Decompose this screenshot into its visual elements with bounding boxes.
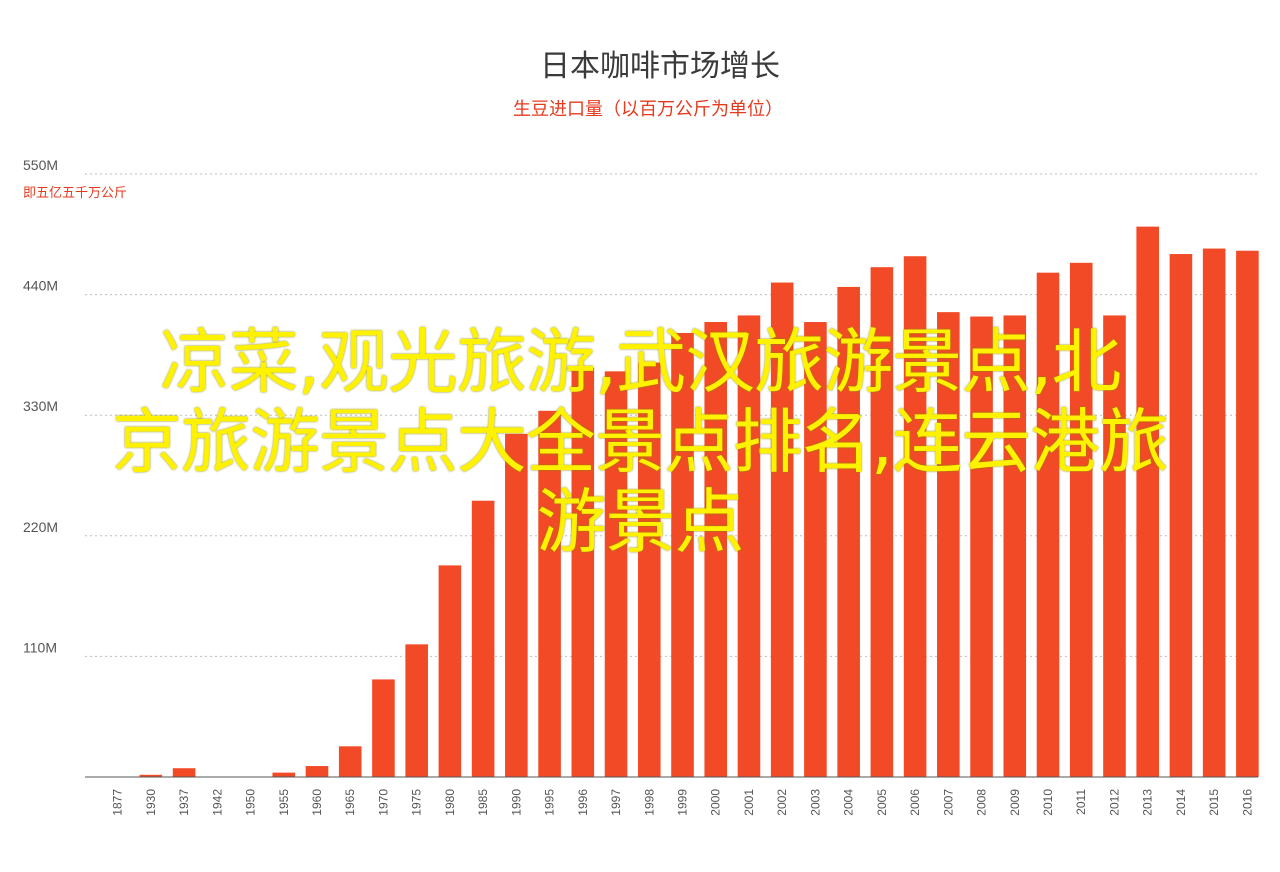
x-tick-label: 1996 (576, 789, 590, 816)
chart-title: 日本咖啡市场增长 (540, 50, 780, 83)
bar-2013 (1136, 226, 1159, 777)
chart-subtitle: 生豆进口量（以百万公斤为单位） (513, 99, 783, 119)
bar-2016 (1236, 250, 1259, 777)
x-tick-label: 1990 (509, 789, 523, 816)
bar-2009 (1003, 315, 1027, 777)
x-tick-label: 1950 (244, 789, 258, 816)
y-tick-label: 110M (23, 639, 57, 655)
bar-1998 (637, 362, 661, 777)
bar-2003 (804, 322, 827, 777)
x-tick-label: 1937 (177, 789, 191, 816)
x-tick-label: 2003 (808, 789, 822, 816)
bar-1960 (305, 766, 329, 777)
bars (139, 226, 1259, 778)
x-tick-label: 2010 (1041, 789, 1055, 816)
x-tick-label: 1877 (111, 789, 125, 816)
y-unit-note: 即五亿五千万公斤 (23, 185, 127, 200)
x-tick-label: 1942 (210, 789, 224, 816)
x-tick-label: 1997 (609, 789, 623, 816)
x-tick-label: 2001 (742, 789, 756, 816)
x-tick-label: 1985 (476, 789, 490, 816)
x-tick-label: 1998 (642, 789, 656, 816)
x-tick-label: 2016 (1240, 789, 1254, 816)
x-tick-label: 2012 (1107, 789, 1121, 816)
bar-1985 (471, 500, 495, 777)
bar-1980 (438, 565, 462, 777)
x-tick-label: 2015 (1207, 789, 1221, 816)
bar-2004 (837, 286, 860, 777)
x-tick-label: 2000 (709, 789, 723, 816)
y-axis-ticks: 110M 220M 330M 440M 550M (23, 157, 58, 655)
x-axis-ticks: 1877 1930 1937 1942 1950 1955 1960 1965 1970 1975… (111, 789, 1255, 816)
bar-2005 (870, 267, 894, 777)
bar-1995 (538, 410, 561, 777)
x-tick-label: 2009 (1008, 789, 1022, 816)
bar-1997 (604, 371, 628, 777)
x-tick-label: 1999 (676, 789, 690, 816)
bar-1999 (671, 332, 694, 777)
x-tick-label: 2005 (875, 789, 889, 816)
x-tick-label: 2007 (941, 789, 955, 816)
bar-1970 (372, 679, 395, 777)
bar-2012 (1103, 315, 1126, 777)
y-tick-label: 220M (23, 519, 58, 535)
bar-1965 (338, 746, 362, 777)
bar-1990 (505, 433, 528, 777)
bar-1955 (272, 772, 296, 777)
x-tick-label: 1965 (343, 789, 357, 816)
x-tick-label: 2002 (775, 789, 789, 816)
bar-2000 (704, 322, 728, 777)
y-tick-label: 330M (23, 398, 58, 414)
overlay-text: 凉菜,观光旅游,武汉旅游景点,北 京旅游景点大全景点排名,连云港旅 游景点 (0, 322, 1280, 562)
bar-2015 (1202, 248, 1226, 777)
overlay-line-2: 京旅游景点大全景点排名,连云港旅 (111, 401, 1169, 483)
bar-2008 (970, 316, 993, 777)
x-tick-label: 2006 (908, 789, 922, 816)
bar-2014 (1169, 254, 1193, 777)
x-tick-label: 1980 (443, 789, 457, 816)
bar-2010 (1036, 272, 1060, 777)
bar-2002 (770, 282, 794, 777)
x-tick-label: 1995 (543, 789, 557, 816)
y-tick-label: 440M (23, 278, 58, 294)
x-tick-label: 1960 (310, 789, 324, 816)
x-tick-label: 1975 (410, 789, 424, 816)
overlay-line-1: 凉菜,观光旅游,武汉旅游景点,北 (159, 321, 1122, 403)
overlay-line-3: 游景点 (536, 481, 745, 563)
x-tick-label: 2013 (1141, 789, 1155, 816)
x-tick-label: 1930 (144, 789, 158, 816)
bar-2001 (737, 315, 761, 777)
bar-1975 (405, 644, 428, 777)
x-tick-label: 1955 (277, 789, 291, 816)
x-tick-label: 1970 (376, 789, 390, 816)
x-tick-label: 2011 (1074, 789, 1088, 815)
x-tick-label: 2004 (842, 789, 856, 816)
bar-2007 (937, 312, 960, 777)
bar-2006 (903, 256, 927, 777)
x-tick-label: 2014 (1174, 789, 1188, 816)
bar-1937 (172, 768, 196, 777)
bar-1930 (139, 774, 163, 777)
x-tick-label: 2008 (975, 789, 989, 816)
y-tick-label: 550M (23, 157, 58, 173)
bar-2011 (1069, 262, 1093, 778)
bar-1996 (571, 368, 595, 777)
